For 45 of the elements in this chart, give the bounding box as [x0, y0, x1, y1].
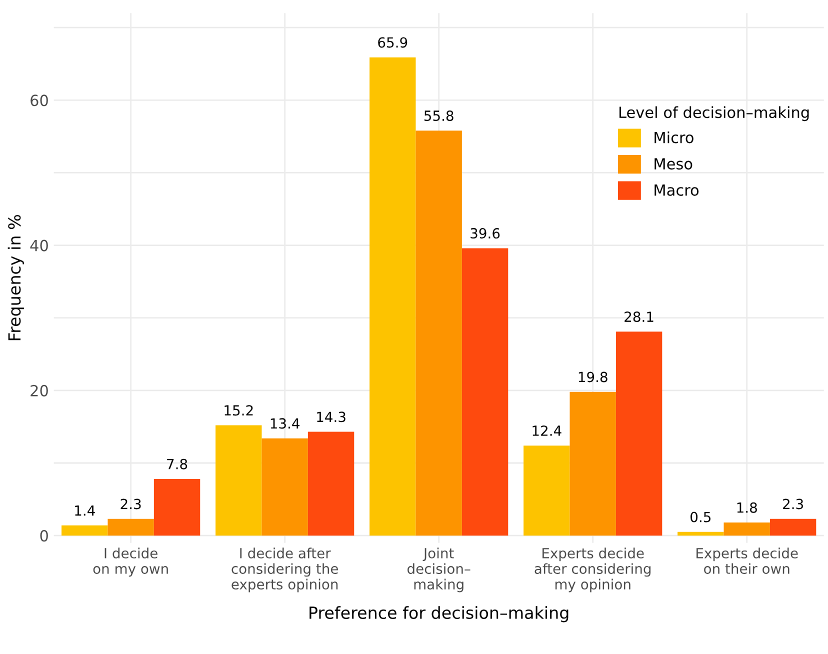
data-label: 28.1 — [624, 312, 654, 322]
x-tick-label: Joint decision– making — [408, 548, 470, 592]
bar — [678, 532, 724, 536]
data-label: 7.8 — [167, 458, 188, 470]
y-tick-label: 40 — [30, 240, 48, 252]
data-label: 14.3 — [317, 412, 346, 422]
x-tick-label: I decide on my own — [93, 548, 168, 577]
bar — [216, 425, 262, 536]
data-label: 55.8 — [424, 110, 454, 122]
legend-title: Level of decision–making — [620, 106, 809, 122]
data-label: 1.4 — [75, 505, 95, 516]
bar — [616, 332, 662, 536]
bar — [62, 525, 108, 536]
data-label: 0.5 — [690, 512, 710, 522]
x-tick-label: I decide after considering the experts opinion — [232, 548, 338, 592]
data-label: 15.2 — [224, 405, 253, 416]
bar — [308, 432, 354, 536]
y-tick-label: 20 — [30, 384, 48, 396]
bar — [570, 392, 616, 536]
bar — [724, 522, 770, 536]
x-axis-title: Preference for decision–making — [310, 606, 568, 622]
legend-label: Micro — [654, 131, 694, 144]
x-tick-label: Experts decide on their own — [696, 548, 798, 574]
bar — [262, 438, 308, 536]
bar — [416, 130, 462, 536]
legend-label: Macro — [654, 184, 699, 196]
y-axis-title: Frequency in % — [8, 215, 24, 340]
x-tick-label: Experts decide after considering my opinion — [534, 548, 651, 592]
bar — [462, 248, 508, 536]
bar — [524, 446, 570, 536]
bar — [108, 518, 154, 536]
data-label: 39.6 — [470, 228, 500, 239]
bar — [154, 478, 200, 536]
data-label: 2.3 — [120, 498, 141, 510]
y-tick-label: 60 — [30, 94, 48, 106]
data-label: 13.4 — [270, 418, 300, 429]
data-label: 2.3 — [783, 498, 803, 510]
bar — [370, 57, 416, 536]
data-label: 19.8 — [578, 372, 608, 382]
legend-label: Meso — [654, 158, 692, 170]
data-label: 1.8 — [737, 502, 757, 513]
data-label: 65.9 — [378, 37, 408, 48]
bar — [770, 518, 816, 536]
y-tick-label: 0 — [40, 530, 48, 542]
data-label: 12.4 — [532, 425, 562, 436]
